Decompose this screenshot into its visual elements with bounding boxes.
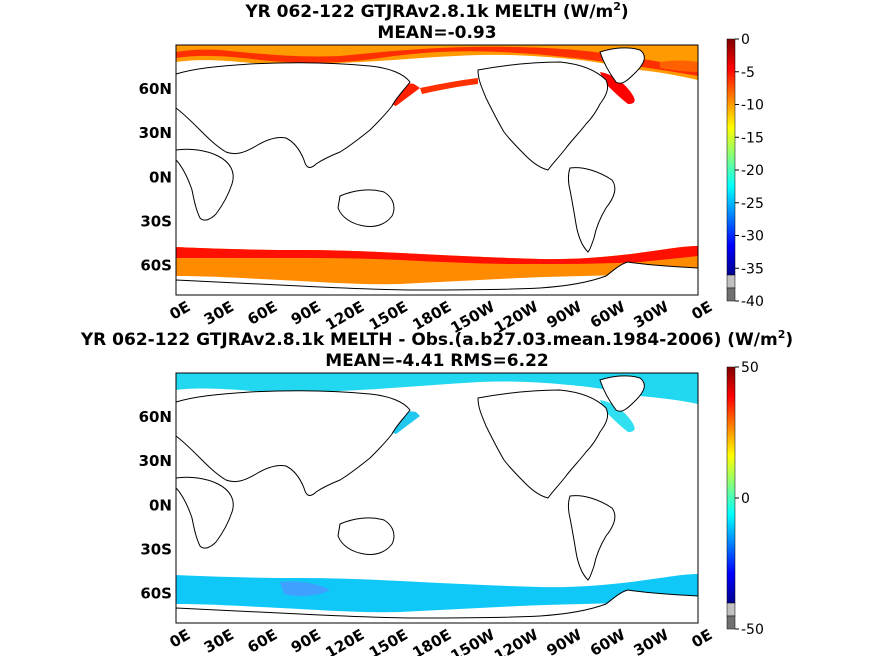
coastline-australia [337, 189, 395, 227]
coastline-antarctica [175, 261, 699, 296]
panel-bottom: YR 062-122 GTJRAv2.8.1k MELTH - Obs.(a.b… [80, 328, 793, 656]
coastline-north-america [477, 389, 609, 499]
colorbar-tick-label: 0 [741, 32, 750, 48]
coastline-africa [175, 148, 234, 221]
coastline-greenland [599, 47, 645, 84]
colorbar-bottom-gradient [726, 366, 736, 604]
lat-tick-label: 30N [139, 452, 172, 470]
ice-melt-arctic-diff [176, 373, 698, 404]
lon-tick-label: 30E [201, 626, 237, 656]
colorbar-bottom-under-light [726, 602, 736, 617]
lon-tick-label: 60E [244, 298, 280, 329]
lon-tick-label: 30W [630, 625, 672, 656]
lat-tick-label: 0N [149, 168, 172, 186]
lat-ticks-bottom: 60N 30N 0N 30S 60S [139, 408, 172, 602]
panel-top: YR 062-122 GTJRAv2.8.1k MELTH (W/m2) MEA… [139, 0, 764, 337]
lat-tick-label: 30S [140, 212, 172, 230]
lon-tick-label: 0E [166, 626, 193, 652]
lon-tick-label: 120E [322, 298, 367, 334]
lon-tick-label: 90E [288, 298, 324, 329]
ice-melt-labrador-diff [600, 400, 635, 432]
lon-tick-label: 60W [587, 625, 629, 656]
subtitle-top: MEAN=-0.93 [377, 23, 496, 43]
colorbar-top: 0 -5 -10 -15 -20 -25 -30 -35 -40 [726, 32, 764, 310]
colorbar-bottom: 50 0 -50 [726, 360, 764, 638]
ice-melt-southern-edge [176, 246, 698, 264]
coastline-australia [337, 517, 395, 555]
colorbar-tick-label: 50 [741, 360, 759, 376]
lat-tick-label: 60S [140, 257, 172, 275]
lon-tick-label: 0E [688, 298, 715, 324]
coastline-africa [175, 476, 234, 549]
colorbar-tick-label: -15 [741, 130, 764, 146]
ice-melt-labrador [600, 72, 635, 104]
lon-tick-label: 180E [409, 298, 454, 334]
lon-tick-label: 30W [630, 297, 672, 332]
lat-tick-label: 30N [139, 124, 172, 142]
map-frame [175, 372, 699, 624]
coastline-south-america [568, 167, 616, 253]
lon-tick-label: 0E [688, 626, 715, 652]
lat-tick-label: 30S [140, 540, 172, 558]
colorbar-tick-label: -40 [741, 294, 764, 310]
colorbar-top-gradient [726, 38, 736, 276]
coastline-north-america [477, 61, 609, 171]
coastline-south-america [568, 495, 616, 581]
ice-melt-bering [420, 78, 478, 94]
coastline-antarctica [175, 589, 699, 624]
colorbar-top-under-dark [726, 287, 736, 302]
colorbar-tick-label: -10 [741, 98, 764, 114]
lon-tick-label: 90W [543, 625, 585, 656]
lon-tick-label: 90W [543, 297, 585, 332]
colorbar-tick-label: -35 [741, 261, 764, 277]
ice-melt-arctic-edge [176, 46, 698, 76]
lat-tick-label: 60N [139, 408, 172, 426]
map-top [175, 44, 699, 296]
title-top: YR 062-122 GTJRAv2.8.1k MELTH (W/m2) [244, 0, 628, 22]
lon-tick-label: 0E [166, 298, 193, 324]
colorbar-bottom-ticks: 50 0 -50 [735, 360, 764, 638]
lat-tick-label: 0N [149, 496, 172, 514]
map-bottom [175, 372, 699, 624]
lon-tick-label: 60W [587, 297, 629, 332]
colorbar-tick-label: -50 [741, 622, 764, 638]
lon-tick-label: 30E [201, 298, 237, 329]
colorbar-bottom-under-dark [726, 615, 736, 630]
colorbar-top-ticks: 0 -5 -10 -15 -20 -25 -30 -35 -40 [735, 32, 764, 310]
colorbar-tick-label: -20 [741, 163, 764, 179]
ice-melt-nordic [660, 60, 698, 72]
colorbar-top-under-light [726, 274, 736, 289]
lon-tick-label: 150E [366, 298, 411, 334]
lon-tick-label: 150E [366, 626, 411, 656]
coastline-greenland [599, 375, 645, 412]
lat-ticks-top: 60N 30N 0N 30S 60S [139, 80, 172, 274]
lat-tick-label: 60N [139, 80, 172, 98]
lon-tick-label: 120W [491, 625, 542, 656]
subtitle-bottom: MEAN=-4.41 RMS=6.22 [325, 351, 549, 371]
coastline-eurasia [175, 62, 411, 168]
lon-tick-label: 120E [322, 626, 367, 656]
colorbar-tick-label: -5 [741, 65, 755, 81]
colorbar-tick-label: -30 [741, 229, 764, 245]
lon-tick-label: 90E [288, 626, 324, 656]
ice-melt-southern-patch-diff [280, 581, 330, 597]
colorbar-tick-label: -25 [741, 196, 764, 212]
lat-tick-label: 60S [140, 585, 172, 603]
map-frame [175, 44, 699, 296]
lon-tick-label: 150W [447, 625, 498, 656]
title-bottom: YR 062-122 GTJRAv2.8.1k MELTH - Obs.(a.b… [80, 328, 793, 350]
colorbar-tick-label: 0 [741, 491, 750, 507]
coastline-eurasia [175, 390, 411, 496]
lon-tick-label: 60E [244, 626, 280, 656]
